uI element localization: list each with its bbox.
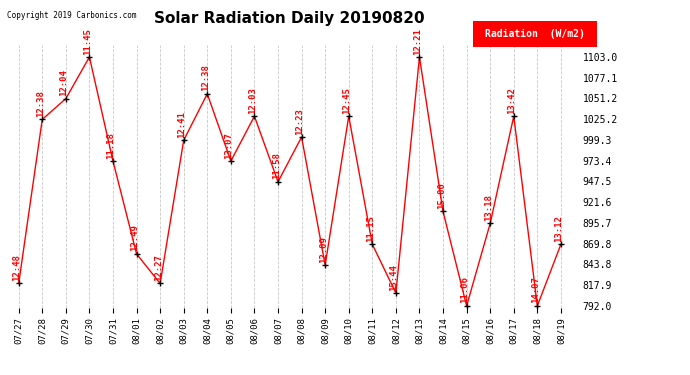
- Text: 12:48: 12:48: [12, 254, 21, 281]
- Text: 11:06: 11:06: [460, 277, 469, 303]
- Text: 13:18: 13:18: [484, 194, 493, 221]
- Text: 12:27: 12:27: [154, 254, 163, 281]
- Text: 11:15: 11:15: [366, 215, 375, 242]
- Text: 14:07: 14:07: [531, 277, 540, 303]
- Text: Solar Radiation Daily 20190820: Solar Radiation Daily 20190820: [155, 11, 425, 26]
- Text: 13:42: 13:42: [507, 87, 516, 114]
- Text: 12:23: 12:23: [295, 108, 304, 135]
- Text: 11:18: 11:18: [106, 132, 116, 159]
- Text: 13:12: 13:12: [555, 215, 564, 242]
- Text: 11:58: 11:58: [272, 153, 281, 180]
- Text: 15:00: 15:00: [437, 182, 446, 209]
- Text: Copyright 2019 Carbonics.com: Copyright 2019 Carbonics.com: [7, 11, 137, 20]
- Text: 12:09: 12:09: [319, 236, 328, 262]
- Text: 12:21: 12:21: [413, 28, 422, 55]
- Text: 11:45: 11:45: [83, 28, 92, 55]
- Text: Radiation  (W/m2): Radiation (W/m2): [485, 29, 584, 39]
- Text: 12:45: 12:45: [342, 87, 351, 114]
- Text: 12:49: 12:49: [130, 225, 139, 252]
- Text: 12:38: 12:38: [201, 64, 210, 92]
- Text: 15:44: 15:44: [389, 264, 399, 291]
- Text: 12:04: 12:04: [59, 69, 68, 96]
- Text: 12:38: 12:38: [36, 90, 45, 117]
- Text: 12:41: 12:41: [177, 111, 186, 138]
- Text: 13:07: 13:07: [224, 132, 233, 159]
- Text: 12:03: 12:03: [248, 87, 257, 114]
